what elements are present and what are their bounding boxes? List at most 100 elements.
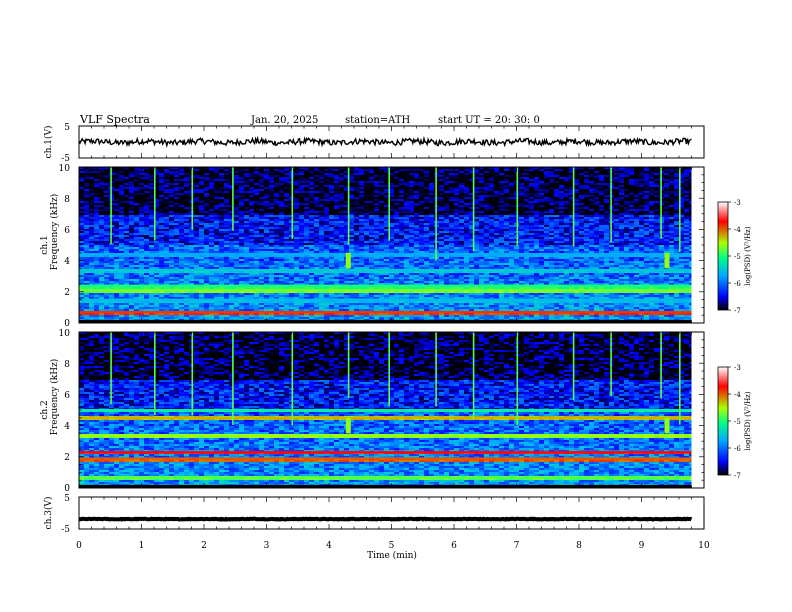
spectrogram-cell xyxy=(184,241,190,244)
spectrogram-cell xyxy=(419,169,425,172)
spectrogram-cell xyxy=(464,241,470,244)
spectrogram-cell xyxy=(664,237,670,240)
spectrogram-cell xyxy=(209,199,215,202)
spectrogram-cell xyxy=(674,227,680,230)
spectrogram-cell xyxy=(289,245,295,248)
spectrogram-cell xyxy=(249,225,255,228)
spectrogram-cell xyxy=(444,233,450,236)
spectrogram-cell xyxy=(379,229,385,232)
spectrogram-cell xyxy=(549,181,555,184)
spectrogram-cell xyxy=(379,193,385,196)
spectrogram-cell xyxy=(649,199,655,202)
spectrogram-cell xyxy=(374,231,380,234)
spectrogram-cell xyxy=(259,225,265,228)
spectrogram-cell xyxy=(329,215,335,218)
spectrogram-cell xyxy=(319,233,325,236)
spectrogram-cell xyxy=(604,189,610,192)
spectrogram-cell xyxy=(159,167,165,170)
spectrogram-cell xyxy=(614,229,620,232)
spectrogram-cell xyxy=(369,243,375,246)
spectrogram-cell xyxy=(89,201,95,204)
spectrogram-cell xyxy=(329,201,335,204)
spectrogram-cell xyxy=(174,205,180,208)
spectrogram-cell xyxy=(249,219,255,222)
spectrogram-cell xyxy=(354,201,360,204)
spectrogram-cell xyxy=(529,193,535,196)
spectrogram-cell xyxy=(389,223,395,226)
spectrogram-cell xyxy=(479,219,485,222)
spectrogram-cell xyxy=(294,211,300,214)
spectrogram-cell xyxy=(579,181,585,184)
spectrogram-cell xyxy=(579,211,585,214)
spectrogram-cell xyxy=(159,205,165,208)
spectrogram-cell xyxy=(84,171,90,174)
spectrogram-cell xyxy=(264,197,270,200)
spectrogram-cell xyxy=(124,243,130,246)
spectrogram-cell xyxy=(194,217,200,220)
spectrogram-cell xyxy=(329,193,335,196)
spectrogram-cell xyxy=(294,219,300,222)
spectrogram-cell xyxy=(374,169,380,172)
spectrogram-cell xyxy=(484,245,490,248)
spectrogram-cell xyxy=(159,221,165,224)
spectrogram-cell xyxy=(204,193,210,196)
spectrogram-cell xyxy=(194,193,200,196)
spectrogram-cell xyxy=(184,215,190,218)
spectrogram-cell xyxy=(94,223,100,226)
spectrogram-cell xyxy=(539,241,545,244)
spectrogram-cell xyxy=(274,221,280,224)
spectrogram-cell xyxy=(124,173,130,176)
spectrogram-cell xyxy=(464,211,470,214)
spectrogram-cell xyxy=(234,189,240,192)
spectrogram-cell xyxy=(479,167,485,170)
spectrogram-cell xyxy=(199,177,205,180)
spectrogram-cell xyxy=(234,235,240,238)
spectrogram-cell xyxy=(149,241,155,244)
spectrogram-cell xyxy=(344,223,350,226)
spectrogram-cell xyxy=(204,235,210,238)
spectrogram-cell xyxy=(404,243,410,246)
spectrogram-cell xyxy=(234,211,240,214)
spectrogram-cell xyxy=(294,171,300,174)
spectrogram-cell xyxy=(664,223,670,226)
spectrogram-cell xyxy=(559,191,565,194)
spectrogram-cell xyxy=(99,179,105,182)
spectrogram-cell xyxy=(539,235,545,238)
spectrogram-cell xyxy=(139,181,145,184)
spectrogram-cell xyxy=(524,229,530,232)
spectrogram-cell xyxy=(564,201,570,204)
spectrogram-cell xyxy=(404,211,410,214)
spectrogram-cell xyxy=(524,221,530,224)
spectrogram-cell xyxy=(199,213,205,216)
spectrogram-cell xyxy=(259,243,265,246)
spectrogram-cell xyxy=(479,171,485,174)
spectrogram-cell xyxy=(244,175,250,178)
spectrogram-cell xyxy=(139,171,145,174)
spectrogram-cell xyxy=(139,233,145,236)
spectrogram-cell xyxy=(409,169,415,172)
spectrogram-cell xyxy=(279,203,285,206)
spectrogram-cell xyxy=(589,217,595,220)
spectrogram-cell xyxy=(169,177,175,180)
spectrogram-cell xyxy=(154,223,160,226)
spectrogram-cell xyxy=(149,193,155,196)
spectrogram-cell xyxy=(599,219,605,222)
spectrogram-cell xyxy=(324,193,330,196)
spectrogram-cell xyxy=(359,217,365,220)
spectrogram-cell xyxy=(339,193,345,196)
spectrogram-cell xyxy=(89,175,95,178)
spectrogram-cell xyxy=(564,211,570,214)
spectrogram-cell xyxy=(484,183,490,186)
spectrogram-cell xyxy=(669,175,675,178)
spectrogram-cell xyxy=(309,191,315,194)
spectrogram-cell xyxy=(399,215,405,218)
spectrogram-cell xyxy=(559,173,565,176)
spectrogram-cell xyxy=(309,241,315,244)
spectrogram-cell xyxy=(684,181,690,184)
spectrogram-cell xyxy=(499,175,505,178)
spectrogram-cell xyxy=(394,187,400,190)
spectrogram-cell xyxy=(244,195,250,198)
spectrogram-cell xyxy=(664,203,670,206)
spectrogram-cell xyxy=(254,185,260,188)
spectrogram-cell xyxy=(149,175,155,178)
